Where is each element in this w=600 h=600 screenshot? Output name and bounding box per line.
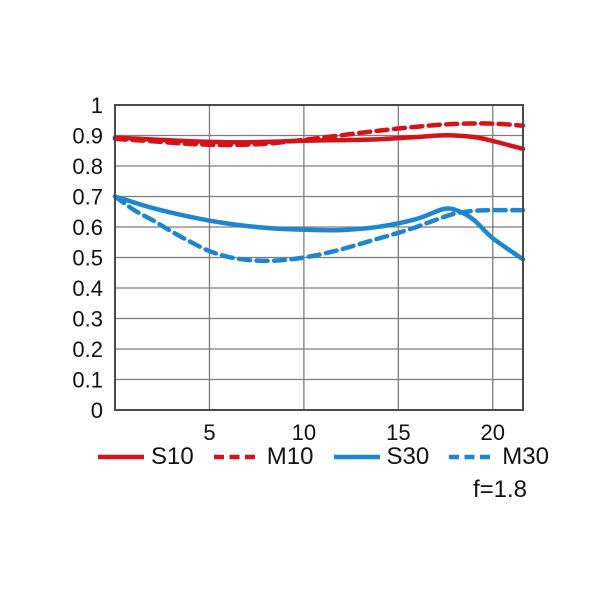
curve-m10 (112, 121, 526, 148)
y-tick-label: 0.6 (72, 215, 103, 240)
legend-item-m30: M30 (448, 445, 549, 469)
legend-item-s10: S10 (97, 445, 194, 469)
legend-line-solid-blue-icon (333, 454, 380, 460)
y-tick-label: 0.8 (72, 154, 103, 179)
legend-item-m10: M10 (213, 443, 314, 470)
y-tick-label: 0.1 (72, 368, 103, 393)
x-tick-label: 15 (386, 420, 410, 445)
curve-s30 (112, 194, 526, 262)
data-curves (112, 121, 526, 264)
x-axis-tick-labels: 5 10 15 20 (203, 420, 505, 445)
legend-line-dashed-red-icon (213, 454, 260, 460)
y-tick-label: 0.3 (72, 307, 103, 332)
y-tick-label: 1 (91, 93, 103, 118)
y-tick-label: 0.4 (72, 276, 103, 301)
y-tick-label: 0.7 (72, 185, 103, 210)
y-tick-label: 0.2 (72, 337, 103, 362)
legend-label-m10: M10 (266, 443, 314, 470)
x-tick-label: 5 (203, 420, 215, 445)
x-tick-label: 10 (292, 420, 316, 445)
grid-lines (115, 104, 523, 411)
chart-legend: S10 M10 S30 M30 (97, 441, 549, 473)
x-tick-label: 20 (481, 420, 505, 445)
aperture-label: f=1.8 (472, 476, 527, 503)
y-tick-label: 0.9 (72, 124, 103, 149)
y-tick-label: 0 (91, 398, 103, 423)
legend-label-s30: S30 (386, 443, 430, 470)
legend-line-solid-red-icon (98, 454, 144, 460)
plot-border (114, 104, 524, 411)
y-axis-tick-labels: 0 0.1 0.2 0.3 0.4 0.5 0.6 0.7 0.8 0.9 1 (72, 93, 103, 423)
legend-label-s10: S10 (151, 443, 194, 470)
curve-m30 (112, 194, 526, 264)
y-tick-label: 0.5 (72, 246, 103, 271)
legend-label-m30: M30 (502, 443, 549, 470)
curve-s10 (112, 132, 526, 152)
legend-item-s30: S30 (333, 443, 430, 470)
legend-line-dashed-blue-icon (449, 454, 496, 460)
